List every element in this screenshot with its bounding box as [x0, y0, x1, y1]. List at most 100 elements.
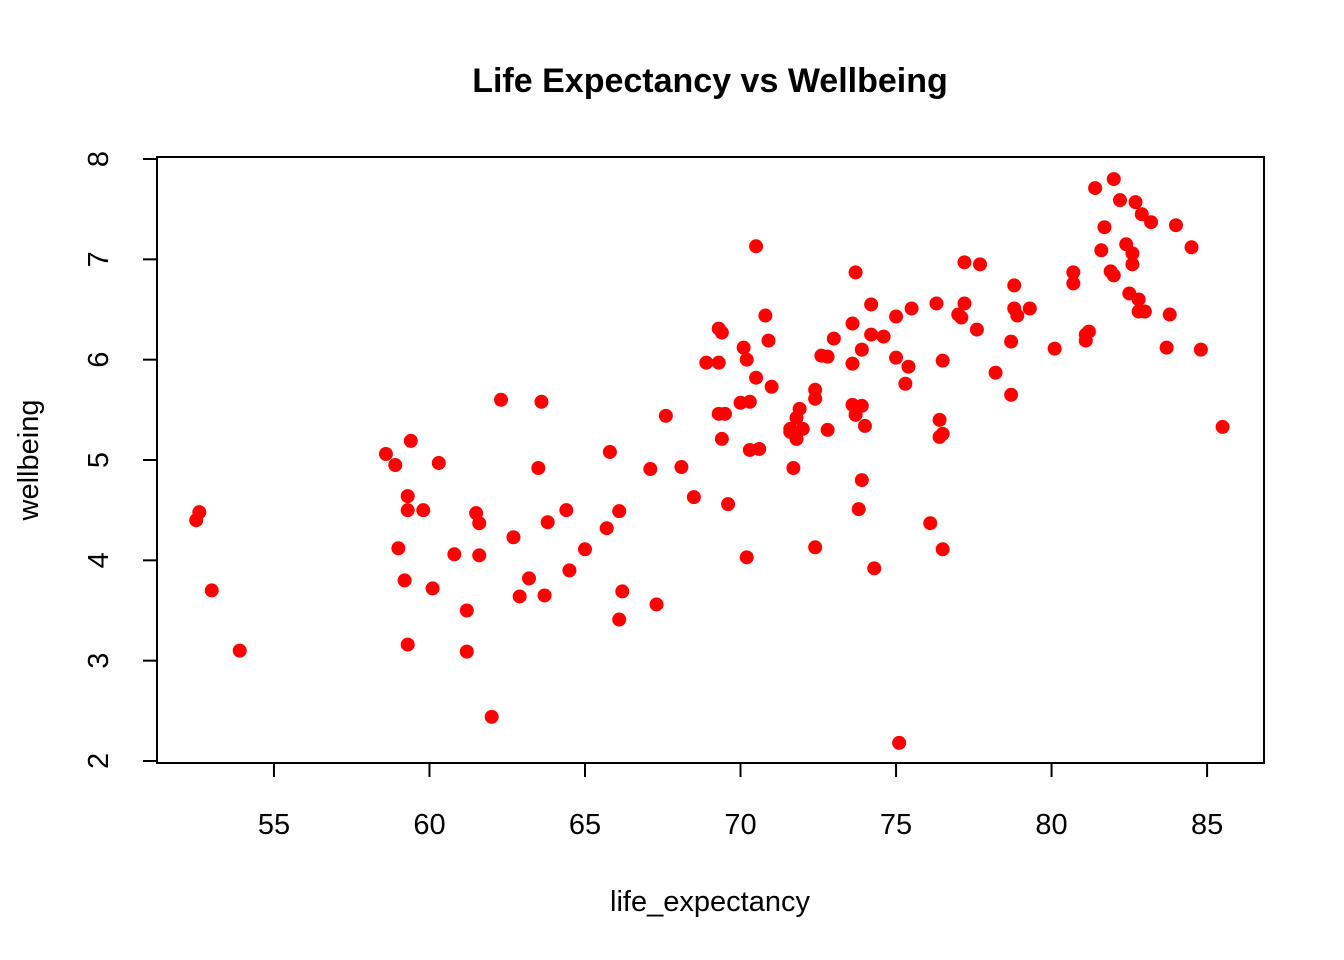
data-point — [820, 349, 835, 364]
data-point — [599, 521, 614, 536]
data-point — [1081, 324, 1096, 339]
data-point — [512, 589, 527, 604]
data-point — [1106, 268, 1121, 283]
data-point — [391, 541, 406, 556]
data-point — [889, 350, 904, 365]
x-tick-label: 85 — [1191, 809, 1223, 841]
data-point — [192, 505, 207, 520]
data-point — [472, 516, 487, 531]
x-tick-label: 65 — [569, 809, 601, 841]
data-point — [602, 444, 617, 459]
y-tick-label: 2 — [83, 753, 115, 769]
data-point — [826, 331, 841, 346]
data-point — [845, 356, 860, 371]
data-point — [932, 412, 947, 427]
data-point — [1215, 419, 1230, 434]
x-tick-label: 80 — [1035, 809, 1067, 841]
data-point — [789, 431, 804, 446]
data-point — [1193, 342, 1208, 357]
data-point — [1112, 193, 1127, 208]
x-tick-label: 75 — [880, 809, 912, 841]
data-point — [431, 456, 446, 471]
data-point — [699, 355, 714, 370]
data-point — [854, 473, 869, 488]
y-axis: 2 3 4 5 6 7 8 — [83, 151, 158, 769]
data-point — [1066, 276, 1081, 291]
data-point — [904, 301, 919, 316]
data-point — [969, 322, 984, 337]
data-point — [643, 462, 658, 477]
data-point — [537, 588, 552, 603]
data-point — [400, 489, 415, 504]
data-point — [1088, 181, 1103, 196]
data-point — [808, 540, 823, 555]
x-tick-label: 60 — [413, 809, 445, 841]
data-point — [957, 255, 972, 270]
data-point — [577, 542, 592, 557]
data-point — [1184, 240, 1199, 255]
x-axis: 55 60 65 70 75 80 85 — [258, 762, 1223, 841]
data-point — [854, 398, 869, 413]
data-point — [851, 502, 866, 517]
data-point — [820, 422, 835, 437]
y-tick-label: 8 — [83, 151, 115, 167]
data-point — [540, 515, 555, 530]
y-tick-label: 4 — [83, 552, 115, 568]
data-point — [929, 296, 944, 311]
data-point — [742, 394, 757, 409]
data-point — [1106, 172, 1121, 187]
data-point — [876, 329, 891, 344]
data-point — [711, 355, 726, 370]
data-point — [397, 573, 412, 588]
data-point — [400, 503, 415, 518]
data-point — [1004, 387, 1019, 402]
data-point — [686, 490, 701, 505]
y-tick-label: 5 — [83, 452, 115, 468]
data-point — [1131, 292, 1146, 307]
data-point — [752, 441, 767, 456]
data-point — [232, 643, 247, 658]
data-point — [494, 392, 509, 407]
data-point — [649, 597, 664, 612]
data-point — [522, 571, 537, 586]
data-point — [1094, 243, 1109, 258]
data-point — [857, 418, 872, 433]
data-point — [1159, 340, 1174, 355]
data-point — [786, 461, 801, 476]
data-point — [1128, 195, 1143, 210]
data-point — [1097, 220, 1112, 235]
data-point — [531, 461, 546, 476]
data-point — [935, 353, 950, 368]
data-point — [1162, 307, 1177, 322]
data-point — [1010, 308, 1025, 323]
data-point — [612, 612, 627, 627]
data-point — [615, 584, 630, 599]
data-point — [447, 547, 462, 562]
data-point — [973, 257, 988, 272]
data-point — [717, 406, 732, 421]
data-point — [472, 548, 487, 563]
data-point — [416, 503, 431, 518]
data-point — [714, 325, 729, 340]
data-point — [795, 421, 810, 436]
data-point — [1168, 218, 1183, 233]
data-point — [562, 563, 577, 578]
data-point — [848, 265, 863, 280]
data-point — [957, 296, 972, 311]
data-point — [1047, 341, 1062, 356]
data-point — [792, 401, 807, 416]
x-tick-label: 70 — [724, 809, 756, 841]
data-point — [1066, 265, 1081, 280]
chart-title: Life Expectancy vs Wellbeing — [472, 62, 948, 100]
data-point — [889, 309, 904, 324]
data-point — [764, 379, 779, 394]
data-point — [400, 637, 415, 652]
data-point — [1004, 334, 1019, 349]
data-point — [1125, 257, 1140, 272]
y-tick-label: 6 — [83, 352, 115, 368]
data-point — [854, 342, 869, 357]
y-tick-label: 3 — [83, 653, 115, 669]
data-point — [864, 297, 879, 312]
data-point — [758, 308, 773, 323]
